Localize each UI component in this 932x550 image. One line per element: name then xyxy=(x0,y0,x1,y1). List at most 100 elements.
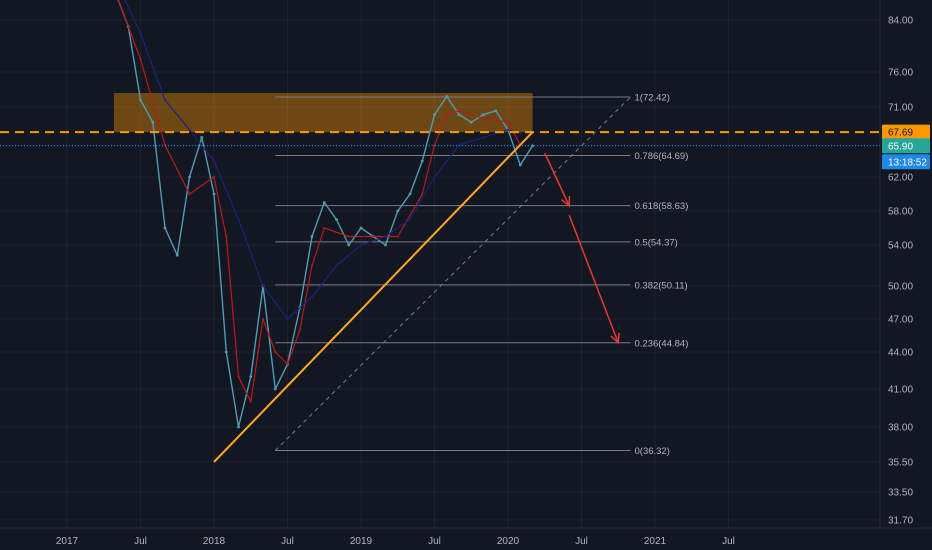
support-price-tag-bg xyxy=(882,124,930,140)
series-point xyxy=(249,375,253,379)
time-tick-label: 2017 xyxy=(56,536,79,547)
series-point xyxy=(139,58,142,60)
series-point xyxy=(298,329,301,331)
series-point xyxy=(433,176,436,178)
fib-level-label: 0(36.32) xyxy=(635,446,670,457)
time-tick-label: 2020 xyxy=(497,536,520,547)
series-point xyxy=(286,363,289,366)
fib-level-label: 1(72.42) xyxy=(635,93,670,104)
down-arrow-shaft xyxy=(544,152,570,207)
series-point xyxy=(139,32,142,34)
price-tags: 67.69 65.90 13:18:52 xyxy=(882,124,930,170)
resistance-zone xyxy=(114,93,533,133)
price-tick-label: 47.00 xyxy=(888,315,913,326)
slow-moving-average xyxy=(124,0,521,320)
series-point xyxy=(519,132,522,135)
price-tick-label: 58.00 xyxy=(888,207,913,218)
series-point xyxy=(507,128,509,131)
price-tick-label: 50.00 xyxy=(888,282,913,293)
price-series xyxy=(117,0,534,429)
down-arrow-shaft xyxy=(568,214,619,344)
price-tick-label: 41.00 xyxy=(888,385,913,396)
time-tick-label: Jul xyxy=(281,536,294,547)
series-point xyxy=(445,113,448,116)
fib-level-label: 0.618(58.63) xyxy=(635,201,689,212)
fib-level-label: 0.382(50.11) xyxy=(635,280,688,291)
price-tick-label: 62.00 xyxy=(888,173,913,184)
price-tick-label: 76.00 xyxy=(888,68,913,79)
series-point xyxy=(360,244,362,246)
series-point xyxy=(224,350,228,354)
series-point xyxy=(323,227,326,229)
last-price-tag: 65.90 xyxy=(888,141,913,152)
series-point xyxy=(200,136,204,139)
down-arrow-head xyxy=(610,332,620,345)
series-point xyxy=(310,235,314,238)
series-point xyxy=(151,120,155,124)
series-point xyxy=(237,218,240,221)
time-tick-label: 2018 xyxy=(203,536,226,547)
time-tick-label: Jul xyxy=(575,536,588,547)
series-point xyxy=(139,98,142,102)
series-point xyxy=(163,226,167,230)
series-point xyxy=(311,264,313,267)
fibonacci-retracement[interactable]: 1(72.42) 0.786(64.69) 0.618(58.63) 0.5(54.3… xyxy=(274,93,689,457)
series-point xyxy=(458,109,460,112)
price-tick-label: 84.00 xyxy=(888,16,913,27)
series-point xyxy=(212,192,216,196)
series-point xyxy=(445,95,449,98)
price-tick-label: 54.00 xyxy=(888,241,913,252)
series-point xyxy=(188,193,191,195)
fib-level-label: 0.5(54.37) xyxy=(635,237,678,248)
series-point xyxy=(286,318,289,320)
series-point xyxy=(482,113,485,116)
series-point xyxy=(335,218,338,221)
series-point xyxy=(188,175,191,179)
series-point xyxy=(372,235,375,238)
fast-moving-average xyxy=(117,0,521,403)
series-point xyxy=(482,136,485,139)
series-point xyxy=(518,163,522,167)
resistance-zone-box xyxy=(114,93,533,133)
price-tick-label: 31.70 xyxy=(888,516,913,527)
series-point xyxy=(420,159,424,163)
price-tick-label: 33.50 xyxy=(888,488,913,499)
price-tick-label: 35.50 xyxy=(888,458,913,469)
price-tick-label: 38.00 xyxy=(888,423,913,434)
fib-level-label: 0.786(64.69) xyxy=(635,151,689,162)
series-point xyxy=(249,400,252,403)
time-tick-label: 2021 xyxy=(644,536,667,547)
series-point xyxy=(457,113,461,116)
series-point xyxy=(164,99,166,101)
price-tick-label: 44.00 xyxy=(888,348,913,359)
series-point xyxy=(262,285,264,287)
series-point xyxy=(507,121,509,124)
time-tick-label: 2019 xyxy=(350,536,373,547)
fib-trend-dashed xyxy=(274,96,631,451)
series-point xyxy=(175,253,179,257)
series-point xyxy=(311,296,313,298)
series-point xyxy=(347,243,351,247)
series-point xyxy=(469,120,473,124)
series-point xyxy=(433,113,436,116)
series-point xyxy=(421,193,424,195)
series-point xyxy=(409,218,411,221)
ascending-trendline xyxy=(213,131,534,463)
grid xyxy=(0,0,880,528)
fib-level-label: 0.236(44.84) xyxy=(635,338,689,349)
series-point xyxy=(494,109,498,113)
time-axis[interactable]: 2017 Jul 2018 Jul 2019 Jul 2020 Jul 2021 Jul xyxy=(56,536,735,547)
series-point xyxy=(347,235,350,238)
time-tick-label: Jul xyxy=(134,536,147,547)
drawings[interactable] xyxy=(0,131,880,463)
countdown-tag-bg xyxy=(882,154,930,170)
series-point xyxy=(408,192,412,196)
down-arrow-head xyxy=(561,195,571,208)
series-point xyxy=(213,176,215,178)
time-tick-label: Jul xyxy=(428,536,441,547)
price-tick-label: 71.00 xyxy=(888,103,913,114)
series-point xyxy=(396,235,399,238)
series-point xyxy=(225,235,228,238)
